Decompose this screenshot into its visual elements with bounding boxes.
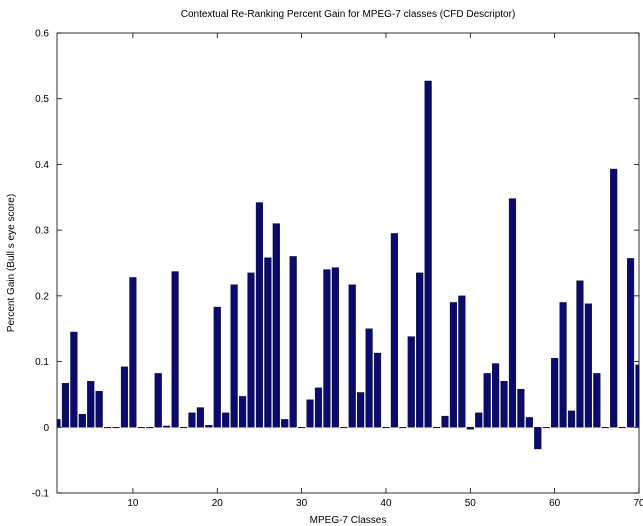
bar-class-25 <box>255 202 264 428</box>
bar-class-68 <box>618 427 626 429</box>
bar-class-18 <box>196 407 204 428</box>
bar-class-59 <box>542 427 550 429</box>
y-tick-label: 0.1 <box>35 357 49 368</box>
bar-class-31 <box>306 399 314 428</box>
bar-class-32 <box>314 387 323 428</box>
y-tick-label: -0.1 <box>32 489 50 500</box>
x-tick-label: 60 <box>549 498 561 509</box>
y-tick-label: 0.3 <box>35 226 49 237</box>
x-tick-label: 40 <box>380 498 392 509</box>
bars <box>56 80 640 450</box>
bar-class-50 <box>466 427 474 430</box>
x-axis-label: MPEG-7 Classes <box>310 515 387 526</box>
y-tick-label: 0.6 <box>35 29 49 40</box>
bar-class-67 <box>610 168 618 428</box>
bar-class-20 <box>213 306 221 428</box>
bar-class-3 <box>70 331 78 428</box>
bar-class-8 <box>112 427 120 429</box>
x-tick-label: 50 <box>465 498 477 509</box>
bar-class-39 <box>373 352 382 428</box>
y-axis-label: Percent Gain (Bull s eye score) <box>6 194 17 332</box>
bar-class-34 <box>331 267 339 428</box>
x-axis: 10 20 30 40 50 60 70 <box>127 33 643 509</box>
bar-class-7 <box>104 427 112 429</box>
bar-class-11 <box>137 427 145 429</box>
bar-class-26 <box>264 257 272 428</box>
bar-class-13 <box>154 373 162 428</box>
bar-class-21 <box>222 412 230 428</box>
bar-class-1 <box>56 419 61 428</box>
bar-class-4 <box>78 413 86 428</box>
bar-class-52 <box>483 373 491 428</box>
bar-class-29 <box>289 256 297 428</box>
bar-class-54 <box>500 381 508 428</box>
x-tick-label: 20 <box>212 498 224 509</box>
bar-class-5 <box>87 381 95 428</box>
bar-class-42 <box>399 427 407 429</box>
y-tick-label: 0 <box>43 423 49 434</box>
bar-class-2 <box>61 383 70 428</box>
y-tick-label: 0.5 <box>35 94 49 105</box>
plot-area <box>56 32 640 494</box>
bar-class-15 <box>171 271 179 428</box>
bar-class-58 <box>534 427 542 450</box>
x-tick-label: 30 <box>296 498 308 509</box>
bar-class-48 <box>449 302 458 428</box>
bar-class-38 <box>365 328 373 428</box>
bar-class-62 <box>567 410 576 428</box>
bar-class-6 <box>95 390 103 428</box>
bar-class-49 <box>458 295 466 428</box>
bar-class-30 <box>298 427 306 429</box>
y-tick-label: 0.4 <box>35 160 49 171</box>
bar-class-40 <box>382 427 390 429</box>
bar-class-63 <box>576 280 584 428</box>
bar-class-55 <box>508 198 517 428</box>
x-tick-label: 10 <box>127 498 139 509</box>
bar-class-19 <box>205 425 213 428</box>
bar-class-70 <box>635 364 640 428</box>
bar-class-33 <box>323 269 331 428</box>
bar-class-16 <box>179 427 188 429</box>
y-tick-label: 0.2 <box>35 291 49 302</box>
bar-class-10 <box>129 277 137 428</box>
bar-class-9 <box>120 366 129 428</box>
bar-class-35 <box>340 427 348 429</box>
bar-class-24 <box>247 272 255 428</box>
bar-class-12 <box>146 427 154 429</box>
bar-class-22 <box>230 284 238 428</box>
y-axis: -0.1 0 0.1 0.2 0.3 0.4 0.5 0.6 <box>32 29 639 500</box>
bar-class-64 <box>584 303 592 428</box>
bar-class-14 <box>163 425 171 428</box>
bar-class-23 <box>238 396 247 428</box>
bar-class-61 <box>559 302 567 428</box>
bar-class-53 <box>492 363 500 428</box>
bar-class-46 <box>432 427 441 429</box>
bar-class-45 <box>424 80 432 428</box>
x-tick-label: 70 <box>633 498 643 509</box>
bar-class-43 <box>407 336 415 428</box>
bar-class-36 <box>348 284 356 428</box>
bar-class-60 <box>551 358 559 428</box>
bar-class-28 <box>281 419 289 428</box>
bar-class-17 <box>188 412 196 428</box>
bar-class-27 <box>272 223 280 428</box>
bar-class-57 <box>525 417 533 428</box>
bar-class-69 <box>626 258 635 428</box>
bar-class-41 <box>390 233 398 428</box>
bar-class-47 <box>441 415 449 428</box>
chart-title: Contextual Re-Ranking Percent Gain for M… <box>181 9 516 20</box>
bar-class-56 <box>517 388 525 428</box>
bar-class-65 <box>593 373 601 428</box>
bar-class-44 <box>416 272 424 428</box>
bar-class-66 <box>601 427 609 429</box>
bar-class-37 <box>357 392 365 428</box>
bar-class-51 <box>475 412 483 428</box>
